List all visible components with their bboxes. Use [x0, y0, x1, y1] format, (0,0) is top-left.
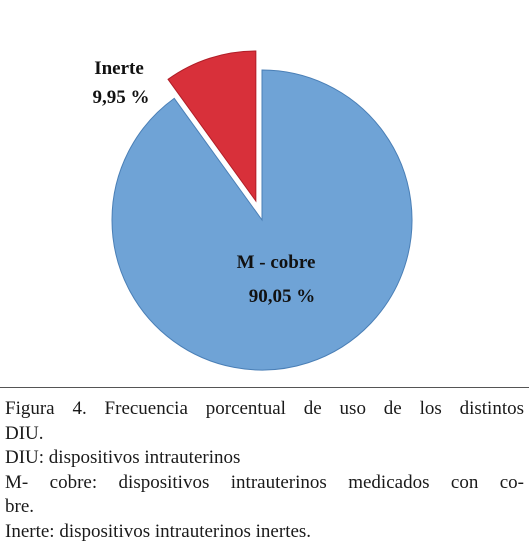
caption-inerte-definition: Inerte: dispositivos intrauterinos inert…: [5, 520, 312, 542]
slice-label-m-cobre: M - cobre: [237, 252, 316, 273]
caption-m-cobre-definition-line2: bre.: [5, 496, 35, 517]
pie-slice-m-cobre: [111, 69, 413, 371]
figure-caption: Figura 4. Frecuencia porcentual de uso d…: [5, 397, 524, 544]
caption-divider: [0, 387, 529, 388]
slice-label-inerte: Inerte: [94, 58, 144, 79]
slice-value-m-cobre: 90,05 %: [249, 286, 316, 307]
caption-diu-definition: DIU: dispositivos intrauterinos: [5, 447, 241, 468]
caption-m-cobre-definition-line1: M- cobre: dispositivos intrauterinos med…: [5, 471, 524, 493]
caption-title-line2: DIU.: [5, 422, 44, 444]
slice-value-inerte: 9,95 %: [93, 87, 150, 108]
pie-slice-inerte: [167, 50, 257, 203]
pie-chart: M - cobre 90,05 % Inerte 9,95 %: [93, 50, 413, 371]
caption-title-line1: Figura 4. Frecuencia porcentual de uso d…: [5, 398, 524, 419]
